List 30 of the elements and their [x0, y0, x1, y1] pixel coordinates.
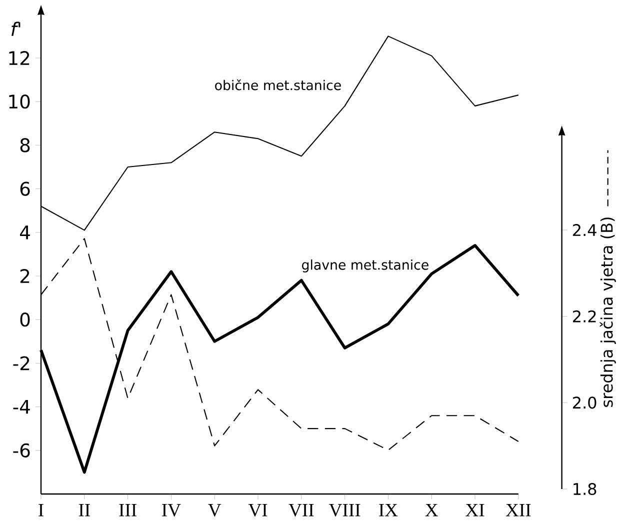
series-label: obične met.stanice: [215, 79, 341, 90]
x-tick-label: V: [208, 504, 222, 517]
x-tick-label: X: [425, 504, 438, 516]
y-axis-title: f': [12, 22, 20, 36]
y2-tick-label: 2.0: [573, 396, 596, 409]
y2-tick-label: 2.2: [573, 310, 596, 322]
x-tick-label: VII: [288, 504, 314, 517]
x-tick-label: XII: [506, 504, 531, 516]
x-tick-label: II: [78, 504, 90, 516]
x-tick-label: I: [38, 504, 44, 516]
x-tick-label: IX: [379, 504, 398, 516]
x-tick-label: XI: [466, 504, 484, 516]
y2-axis-title: srednja jačina vjetra (B): [600, 218, 616, 407]
y-tick-label: 12: [9, 51, 30, 65]
y-tick-label: 2: [20, 269, 30, 283]
series-label: glavne met.stanice: [302, 260, 428, 272]
x-tick-label: VI: [248, 504, 268, 517]
y-tick-label: 8: [20, 138, 30, 152]
y-tick-label: 6: [20, 182, 30, 196]
y-tick-label: 10: [9, 94, 30, 109]
y-tick-label: 4: [20, 226, 30, 240]
y-tick-label: -4: [13, 400, 30, 414]
x-tick-label: III: [119, 504, 136, 516]
y-tick-label: -6: [13, 443, 30, 458]
y2-tick-label: 2.4: [573, 224, 596, 236]
y-tick-label: -2: [13, 356, 30, 370]
y-tick-label: 0: [20, 312, 30, 327]
x-tick-label: VIII: [328, 504, 360, 517]
y2-tick-label: 1.8: [574, 482, 596, 496]
x-tick-label: IV: [162, 504, 181, 517]
